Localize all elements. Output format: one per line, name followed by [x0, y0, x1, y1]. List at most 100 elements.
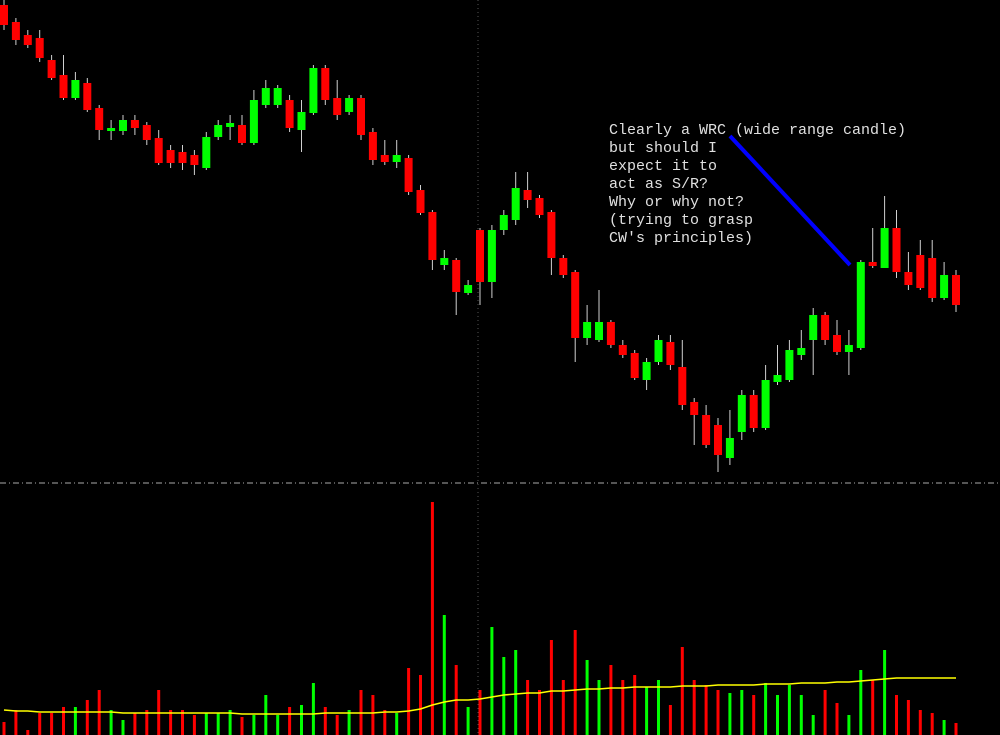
- candle-body: [678, 367, 687, 405]
- volume-bar: [728, 693, 732, 735]
- candle-body: [95, 108, 104, 130]
- candle-body: [749, 395, 758, 428]
- volume-bar: [895, 695, 898, 735]
- candle-body: [345, 98, 354, 112]
- annotation-text: (trying to grasp: [609, 212, 753, 229]
- volume-bar: [38, 713, 42, 735]
- volume-bar: [490, 627, 494, 735]
- volume-bar: [14, 710, 18, 735]
- candle-body: [357, 98, 365, 135]
- candle-body: [535, 198, 544, 215]
- volume-bar: [145, 710, 149, 735]
- volume-bar: [954, 723, 958, 735]
- candle-body: [868, 262, 877, 266]
- candle-body: [285, 100, 294, 128]
- candle-body: [583, 322, 592, 338]
- candle-body: [595, 322, 603, 340]
- volume-bar: [716, 690, 720, 735]
- candle-body: [725, 438, 734, 458]
- volume-bar: [252, 715, 256, 735]
- candle-body: [666, 342, 675, 365]
- volume-bar: [740, 690, 744, 735]
- volume-bar: [835, 703, 839, 735]
- volume-bar: [645, 687, 649, 735]
- volume-bar: [585, 660, 589, 735]
- volume-bar: [204, 713, 208, 735]
- candle-body: [761, 380, 770, 428]
- volume-bar: [288, 707, 292, 735]
- candle-body: [416, 190, 425, 213]
- volume-bar: [50, 713, 54, 735]
- candle-body: [654, 340, 663, 362]
- candle-body: [773, 375, 782, 382]
- annotation-text: CW's principles): [609, 230, 753, 247]
- volume-bar: [561, 680, 565, 735]
- volume-bar: [407, 668, 411, 735]
- candle-body: [166, 150, 175, 163]
- volume-bar: [347, 710, 351, 735]
- volume-bar: [906, 700, 910, 735]
- volume-bar: [942, 720, 946, 735]
- candle-body: [309, 68, 318, 113]
- volume-bar: [26, 730, 30, 735]
- candle-body: [35, 38, 44, 58]
- volume-bar: [300, 705, 303, 735]
- volume-bar: [668, 705, 672, 735]
- volume-bar: [883, 650, 887, 735]
- candle-body: [130, 120, 139, 128]
- candle-body: [238, 125, 246, 143]
- candle-body: [249, 100, 258, 143]
- volume-bar: [692, 680, 696, 735]
- candle-body: [928, 258, 937, 298]
- candle-body: [0, 5, 8, 25]
- candle-body: [11, 22, 20, 40]
- candle-body: [487, 230, 496, 282]
- volume-bar: [597, 680, 601, 735]
- volume-bar: [680, 647, 684, 735]
- candle-body: [261, 88, 270, 105]
- candle-body: [297, 112, 306, 130]
- volume-bar: [192, 715, 196, 735]
- candle-body: [202, 137, 211, 168]
- candle-body: [702, 415, 711, 445]
- volume-bar: [930, 713, 934, 735]
- volume-bar: [871, 680, 875, 735]
- candle-body: [737, 395, 746, 432]
- volume-bar: [633, 675, 637, 735]
- volume-bar: [419, 675, 422, 735]
- candle-body: [630, 353, 639, 378]
- volume-bar: [657, 680, 660, 735]
- annotation-text: act as S/R?: [609, 176, 708, 193]
- candle-body: [23, 35, 32, 45]
- volume-bar: [121, 720, 125, 735]
- candle-body: [856, 262, 865, 348]
- annotation-pointer: [728, 134, 852, 267]
- candle-body: [690, 402, 699, 415]
- candle-body: [571, 272, 580, 338]
- volume-bar: [573, 630, 577, 735]
- candle-body: [380, 155, 389, 162]
- candle-body: [71, 80, 80, 98]
- volume-bar: [335, 715, 339, 735]
- candle-body: [392, 155, 401, 162]
- volume-bar: [323, 707, 327, 735]
- candle-body: [559, 258, 568, 275]
- volume-bar: [169, 710, 173, 735]
- volume-bar: [311, 683, 315, 735]
- candle-body: [916, 255, 925, 288]
- volume-bar: [442, 615, 446, 735]
- annotation-text: but should I: [609, 140, 717, 157]
- volume-bar: [526, 680, 530, 735]
- candle-body: [476, 230, 484, 282]
- candle-body: [464, 285, 473, 293]
- volume-bar: [276, 715, 280, 735]
- candle-body: [83, 83, 92, 110]
- volume-bar: [549, 640, 553, 735]
- candle-body: [178, 152, 187, 163]
- volume-bar: [466, 707, 470, 735]
- volume-bar: [240, 717, 244, 735]
- candle-body: [404, 158, 413, 192]
- annotation-text: Clearly a WRC (wide range candle): [609, 122, 906, 139]
- volume-bar: [811, 715, 815, 735]
